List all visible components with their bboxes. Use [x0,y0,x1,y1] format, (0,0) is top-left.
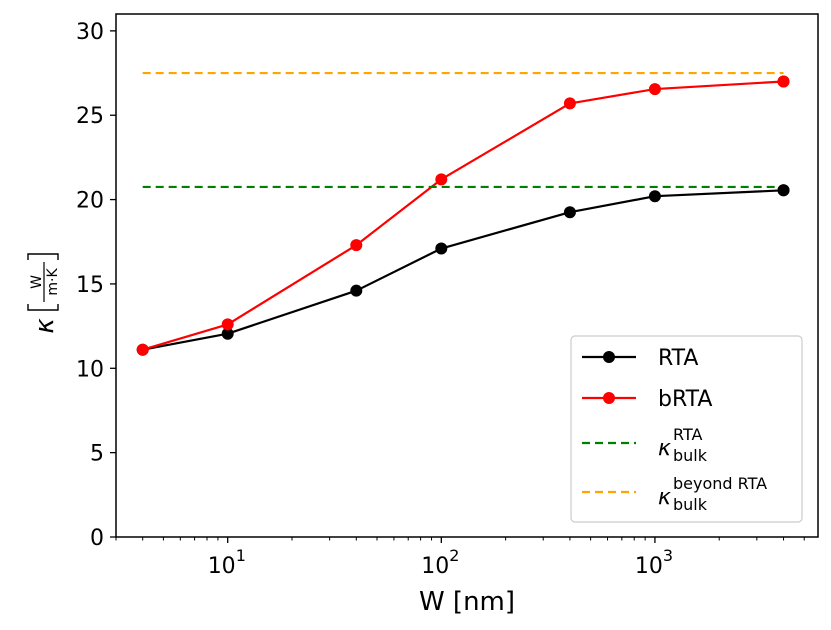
y-axis-label-bracket-right [27,253,59,260]
legend-bulk-beyond-sub: bulk [673,495,708,514]
data-point-brta [648,83,661,96]
data-point-brta [435,173,448,186]
x-tick-label-base: 10 [208,554,236,579]
legend: RTA bRTA κ RTA bulk κ beyond RTA bulk [570,335,803,523]
data-point-rta-end [777,184,790,197]
data-point-brta-end [777,75,790,88]
legend-frame [570,335,803,523]
legend-bulk-beyond-symbol: κ [658,485,671,510]
data-point-brta [221,318,234,331]
x-tick-label-exponent: 1 [236,546,246,565]
data-point-rta [563,206,576,219]
x-tick-label: 10 1 [208,546,246,579]
x-tick-label-exponent: 3 [663,546,673,565]
legend-bulk-rta-sub: bulk [673,446,708,465]
x-tick-label-exponent: 2 [449,546,459,565]
y-tick-label: 25 [76,104,104,129]
legend-rta-label: RTA [658,346,698,371]
y-axis-label-bracket-left [27,304,59,311]
plot-area [136,71,790,356]
legend-rta-marker [603,351,615,363]
data-point-brta [563,97,576,110]
legend-bulk-rta-symbol: κ [658,436,671,461]
legend-brta-label: bRTA [658,387,712,412]
x-axis-label: W [nm] [419,587,515,617]
legend-bulk-rta-label: κ RTA bulk [658,425,708,465]
data-point-rta [648,190,661,203]
y-tick-label: 0 [90,526,104,551]
y-axis-label-numerator: W [29,275,45,289]
y-tick-label: 10 [76,357,104,382]
y-axis: 0 5 10 15 20 25 30 [76,20,116,551]
legend-bulk-beyond-sup: beyond RTA [673,474,767,493]
series-line-brta [142,80,784,351]
x-tick-label: 10 3 [635,546,673,579]
x-tick-label-base: 10 [421,554,449,579]
legend-bulk-beyond-label: κ beyond RTA bulk [658,474,767,514]
y-tick-label: 30 [76,20,104,45]
y-axis-label-denominator: m·K [45,268,61,296]
data-point-rta [350,284,363,297]
plot-frame [115,13,819,538]
series-line-rta [142,189,784,351]
legend-brta-marker [603,392,615,404]
legend-bulk-rta-sup: RTA [673,425,702,444]
x-tick-label-base: 10 [635,554,663,579]
y-tick-label: 15 [76,273,104,298]
data-point-rta [221,327,234,340]
y-axis-label-symbol: κ [30,318,60,334]
y-axis-label: κ W m·K [27,253,61,334]
x-axis: 10 1 10 2 10 3 [115,537,805,579]
data-point-brta [136,343,149,356]
y-tick-label: 20 [76,189,104,214]
data-point-brta [350,239,363,252]
data-point-rta [435,242,448,255]
x-tick-label: 10 2 [421,546,459,579]
y-tick-label: 5 [90,442,104,467]
